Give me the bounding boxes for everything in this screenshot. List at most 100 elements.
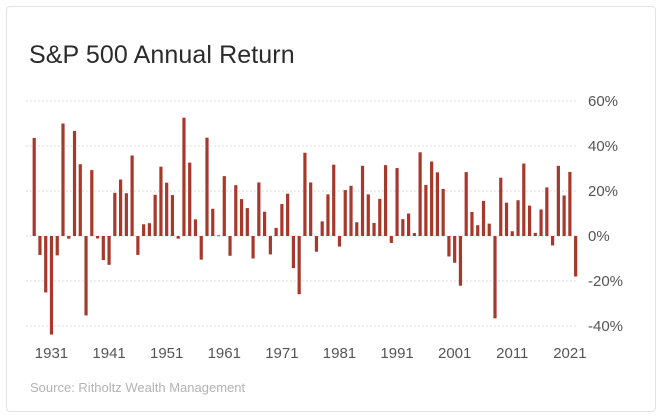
bar xyxy=(176,236,180,239)
x-tick-label: 2001 xyxy=(438,345,471,362)
bar xyxy=(78,164,82,236)
bar xyxy=(90,170,94,236)
bar xyxy=(458,236,463,286)
bar xyxy=(303,152,307,236)
bar xyxy=(124,193,128,236)
x-tick-label: 1931 xyxy=(35,345,68,362)
x-axis-labels: 1931 1941 1951 1961 1971 1981 1991 2001 2011 2021 xyxy=(35,345,587,362)
bar xyxy=(49,236,54,335)
bar xyxy=(239,199,244,236)
bar xyxy=(205,137,209,236)
bar xyxy=(510,231,514,236)
bar xyxy=(291,236,295,269)
x-tick-label: 2021 xyxy=(553,345,586,362)
bar xyxy=(55,236,59,256)
bar xyxy=(545,187,549,236)
bar xyxy=(61,123,65,236)
bar xyxy=(366,194,370,237)
bar xyxy=(245,208,249,236)
bar xyxy=(383,165,388,237)
bar xyxy=(343,190,347,236)
bar xyxy=(142,224,146,236)
x-tick-label: 2011 xyxy=(496,345,528,362)
y-tick-label: 20% xyxy=(588,183,618,200)
bar xyxy=(360,165,365,236)
x-tick-label: 1981 xyxy=(323,345,356,362)
y-tick-label: -20% xyxy=(588,273,623,290)
bar xyxy=(320,221,324,237)
bar xyxy=(228,236,232,256)
bar xyxy=(551,236,555,246)
bar xyxy=(424,184,428,236)
bar xyxy=(499,177,503,236)
bar xyxy=(337,236,342,247)
bar xyxy=(251,236,255,259)
bar xyxy=(574,236,578,277)
bar xyxy=(130,155,134,236)
bar xyxy=(153,194,157,236)
bar xyxy=(274,227,278,236)
bar xyxy=(407,213,411,236)
bar xyxy=(447,236,451,257)
y-tick-label: 40% xyxy=(588,138,618,155)
bar xyxy=(401,219,405,237)
bar xyxy=(464,172,468,236)
bar xyxy=(493,236,497,319)
bar xyxy=(72,130,77,236)
bar xyxy=(533,232,537,236)
y-tick-label: 0% xyxy=(588,228,610,245)
bar xyxy=(182,117,186,236)
bar xyxy=(418,152,422,236)
x-tick-label: 1941 xyxy=(92,345,125,362)
bar xyxy=(568,171,572,237)
y-tick-label: 60% xyxy=(588,93,618,110)
bar xyxy=(159,166,163,236)
bar xyxy=(389,236,393,243)
bar xyxy=(263,211,267,236)
bar xyxy=(268,236,272,255)
bar xyxy=(355,222,359,236)
bar xyxy=(286,193,290,236)
bar xyxy=(222,176,226,236)
x-tick-label: 1971 xyxy=(265,345,298,362)
bar xyxy=(476,225,480,236)
bar xyxy=(38,236,42,255)
x-tick-label: 1951 xyxy=(150,345,183,362)
bar xyxy=(32,137,36,236)
bar xyxy=(332,164,336,236)
bars xyxy=(32,117,578,335)
bar xyxy=(453,236,457,263)
bar xyxy=(95,236,100,239)
bar xyxy=(67,236,71,239)
bar xyxy=(504,202,509,236)
x-tick-label: 1991 xyxy=(380,345,413,362)
bar xyxy=(107,236,111,265)
bar xyxy=(470,211,474,236)
chart-source: Source: Ritholtz Wealth Management xyxy=(30,380,246,395)
bar xyxy=(522,163,526,236)
bar xyxy=(199,236,203,260)
bar xyxy=(556,165,560,236)
bar xyxy=(527,205,532,237)
bar xyxy=(539,209,543,236)
bar xyxy=(257,182,261,236)
bar xyxy=(101,236,105,261)
bar xyxy=(372,222,376,236)
bar xyxy=(481,200,486,236)
bar xyxy=(412,233,416,236)
bar xyxy=(188,162,192,236)
bar xyxy=(211,208,215,236)
bar xyxy=(378,198,382,237)
y-axis-labels: 60% 40% 20% 0% -20% -40% xyxy=(588,93,623,335)
bar xyxy=(349,185,353,236)
bar xyxy=(326,194,330,237)
bar xyxy=(170,195,175,236)
bar xyxy=(435,172,439,236)
x-tick-label: 1961 xyxy=(208,345,241,362)
bar xyxy=(314,236,319,252)
bar xyxy=(84,236,88,316)
bar xyxy=(487,223,491,237)
bar xyxy=(395,168,399,236)
chart-title: S&P 500 Annual Return xyxy=(29,41,295,69)
